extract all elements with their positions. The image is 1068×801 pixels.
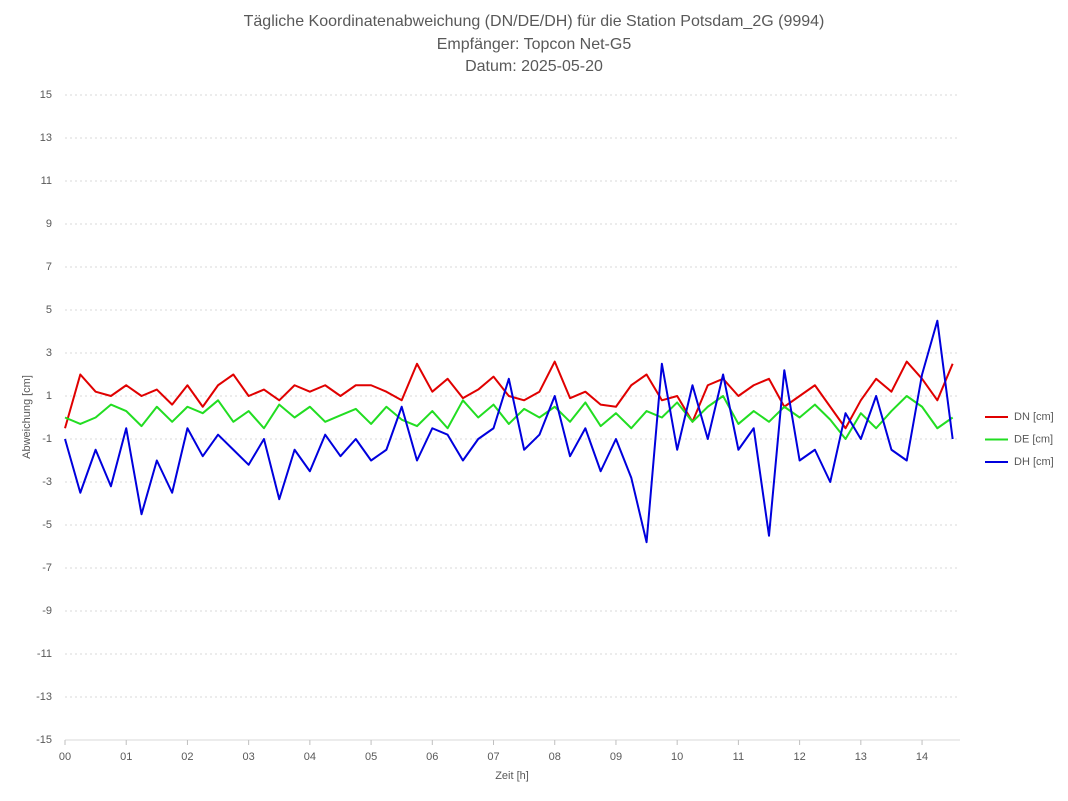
x-tick-label: 03 xyxy=(243,751,255,763)
x-tick-label: 11 xyxy=(733,751,744,763)
y-tick-label: 7 xyxy=(46,261,52,273)
y-tick-label: 3 xyxy=(46,347,52,359)
x-tick-label: 05 xyxy=(365,751,377,763)
x-tick-label: 12 xyxy=(793,751,805,763)
y-tick-label: 15 xyxy=(40,89,52,101)
x-tick-label: 00 xyxy=(59,751,71,763)
x-tick-label: 02 xyxy=(181,751,193,763)
y-tick-label: -5 xyxy=(42,519,52,531)
chart-subtitle: Empfänger: Topcon Net-G5 xyxy=(437,36,632,53)
legend-label: DH [cm] xyxy=(1014,456,1054,468)
y-tick-label: 1 xyxy=(46,390,52,402)
x-tick-label: 08 xyxy=(549,751,561,763)
x-axis-label: Zeit [h] xyxy=(495,770,529,782)
y-tick-label: -9 xyxy=(42,605,52,617)
y-tick-label: 11 xyxy=(41,175,52,187)
chart-title: Tägliche Koordinatenabweichung (DN/DE/DH… xyxy=(244,13,825,30)
series-line xyxy=(64,395,954,440)
y-axis-label: Abweichung [cm] xyxy=(21,375,33,459)
x-tick-label: 13 xyxy=(855,751,867,763)
x-tick-label: 07 xyxy=(487,751,499,763)
legend-label: DN [cm] xyxy=(1014,411,1054,423)
y-tick-label: -13 xyxy=(36,691,52,703)
x-tick-label: 06 xyxy=(426,751,438,763)
y-tick-label: 9 xyxy=(46,218,52,230)
chart-subtitle: Datum: 2025-05-20 xyxy=(465,58,603,75)
y-tick-label: -3 xyxy=(42,476,52,488)
x-tick-label: 01 xyxy=(120,751,132,763)
y-tick-label: -15 xyxy=(36,734,52,746)
y-tick-label: -7 xyxy=(42,562,52,574)
x-tick-label: 09 xyxy=(610,751,622,763)
y-tick-label: -1 xyxy=(42,433,52,445)
x-tick-label: 10 xyxy=(671,751,683,763)
series-line xyxy=(64,360,954,430)
x-tick-label: 04 xyxy=(304,751,316,763)
y-tick-label: 13 xyxy=(40,132,52,144)
y-tick-label: 5 xyxy=(46,304,52,316)
y-tick-label: -11 xyxy=(37,648,52,660)
series-line xyxy=(64,319,954,544)
legend-label: DE [cm] xyxy=(1014,433,1053,445)
x-tick-label: 14 xyxy=(916,751,928,763)
